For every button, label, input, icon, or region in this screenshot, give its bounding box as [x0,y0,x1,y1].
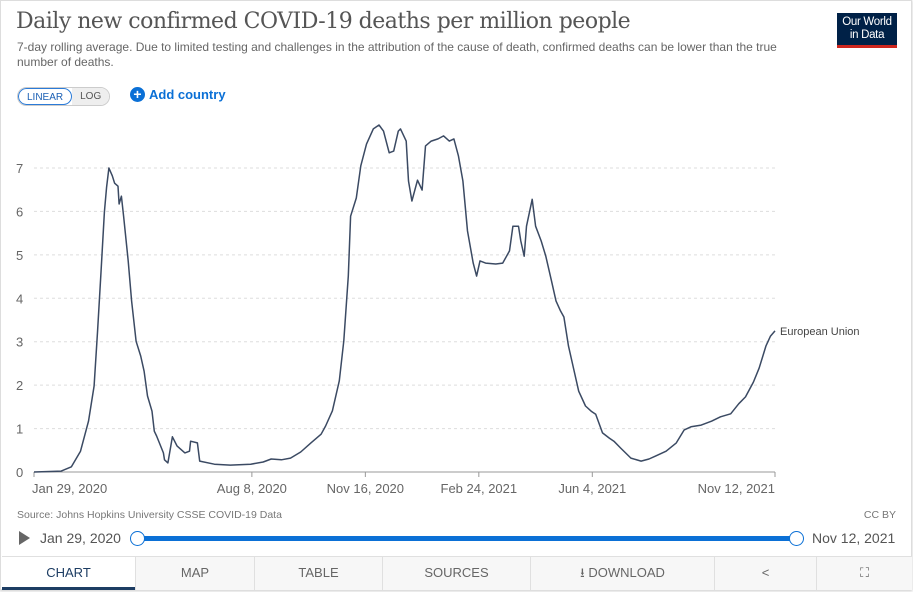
x-tick-label: Jan 29, 2020 [32,481,107,496]
y-tick-label: 7 [16,161,23,176]
tab-sources[interactable]: SOURCES [382,557,530,590]
plus-circle-icon: + [130,87,145,102]
x-tick-label: Nov 16, 2020 [327,481,404,496]
source-note[interactable]: Source: Johns Hopkins University CSSE CO… [17,509,282,521]
scale-toggle[interactable]: LINEAR LOG [17,87,111,106]
y-tick-label: 4 [16,291,23,306]
series-line-european-union [33,124,776,473]
series-label: European Union [780,326,860,338]
play-icon[interactable] [19,531,30,545]
line-chart: 0 1 2 3 4 5 6 7 Jan 29, 2020 Aug 8, 2020 Nov 16, 2… [16,124,860,496]
download-label: DOWNLOAD [588,565,665,580]
linear-button[interactable]: LINEAR [18,88,73,105]
y-tick-label: 1 [16,422,23,437]
tab-table[interactable]: TABLE [254,557,382,590]
y-tick-label: 5 [16,248,23,263]
timeline-start-label: Jan 29, 2020 [40,530,121,546]
y-tick-label: 3 [16,335,23,350]
timeline-slider-track[interactable] [137,536,797,541]
fullscreen-button[interactable]: ⛶ [816,557,912,590]
y-tick-label: 6 [16,204,23,219]
y-tick-label: 0 [16,465,23,480]
timeline-end-label: Nov 12, 2021 [812,530,896,546]
timeline-start-handle[interactable] [130,531,145,546]
tab-chart[interactable]: CHART [2,557,135,590]
add-country-label: Add country [149,87,226,102]
log-button[interactable]: LOG [72,88,110,105]
x-tick-label: Jun 4, 2021 [558,481,626,496]
x-tick-label: Aug 8, 2020 [217,481,287,496]
timeline-end-handle[interactable] [789,531,804,546]
share-icon: < [761,565,770,580]
license-link[interactable]: CC BY [863,509,896,521]
add-country-button[interactable]: + Add country [130,87,226,102]
tab-download[interactable]: ⭳ DOWNLOAD [530,557,714,590]
tab-map[interactable]: MAP [135,557,254,590]
y-tick-label: 2 [16,378,23,393]
x-tick-label: Feb 24, 2021 [441,481,518,496]
tab-bar: CHART MAP TABLE SOURCES ⭳ DOWNLOAD < ⛶ [2,556,912,590]
share-button[interactable]: < [714,557,816,590]
download-icon: ⭳ [580,565,585,580]
chart-subtitle: 7-day rolling average. Due to limited te… [17,40,777,69]
x-tick-label: Nov 12, 2021 [698,481,775,496]
owid-logo[interactable]: Our World in Data [837,13,897,48]
chart-title: Daily new confirmed COVID-19 deaths per … [16,9,631,34]
fullscreen-icon: ⛶ [859,565,870,580]
